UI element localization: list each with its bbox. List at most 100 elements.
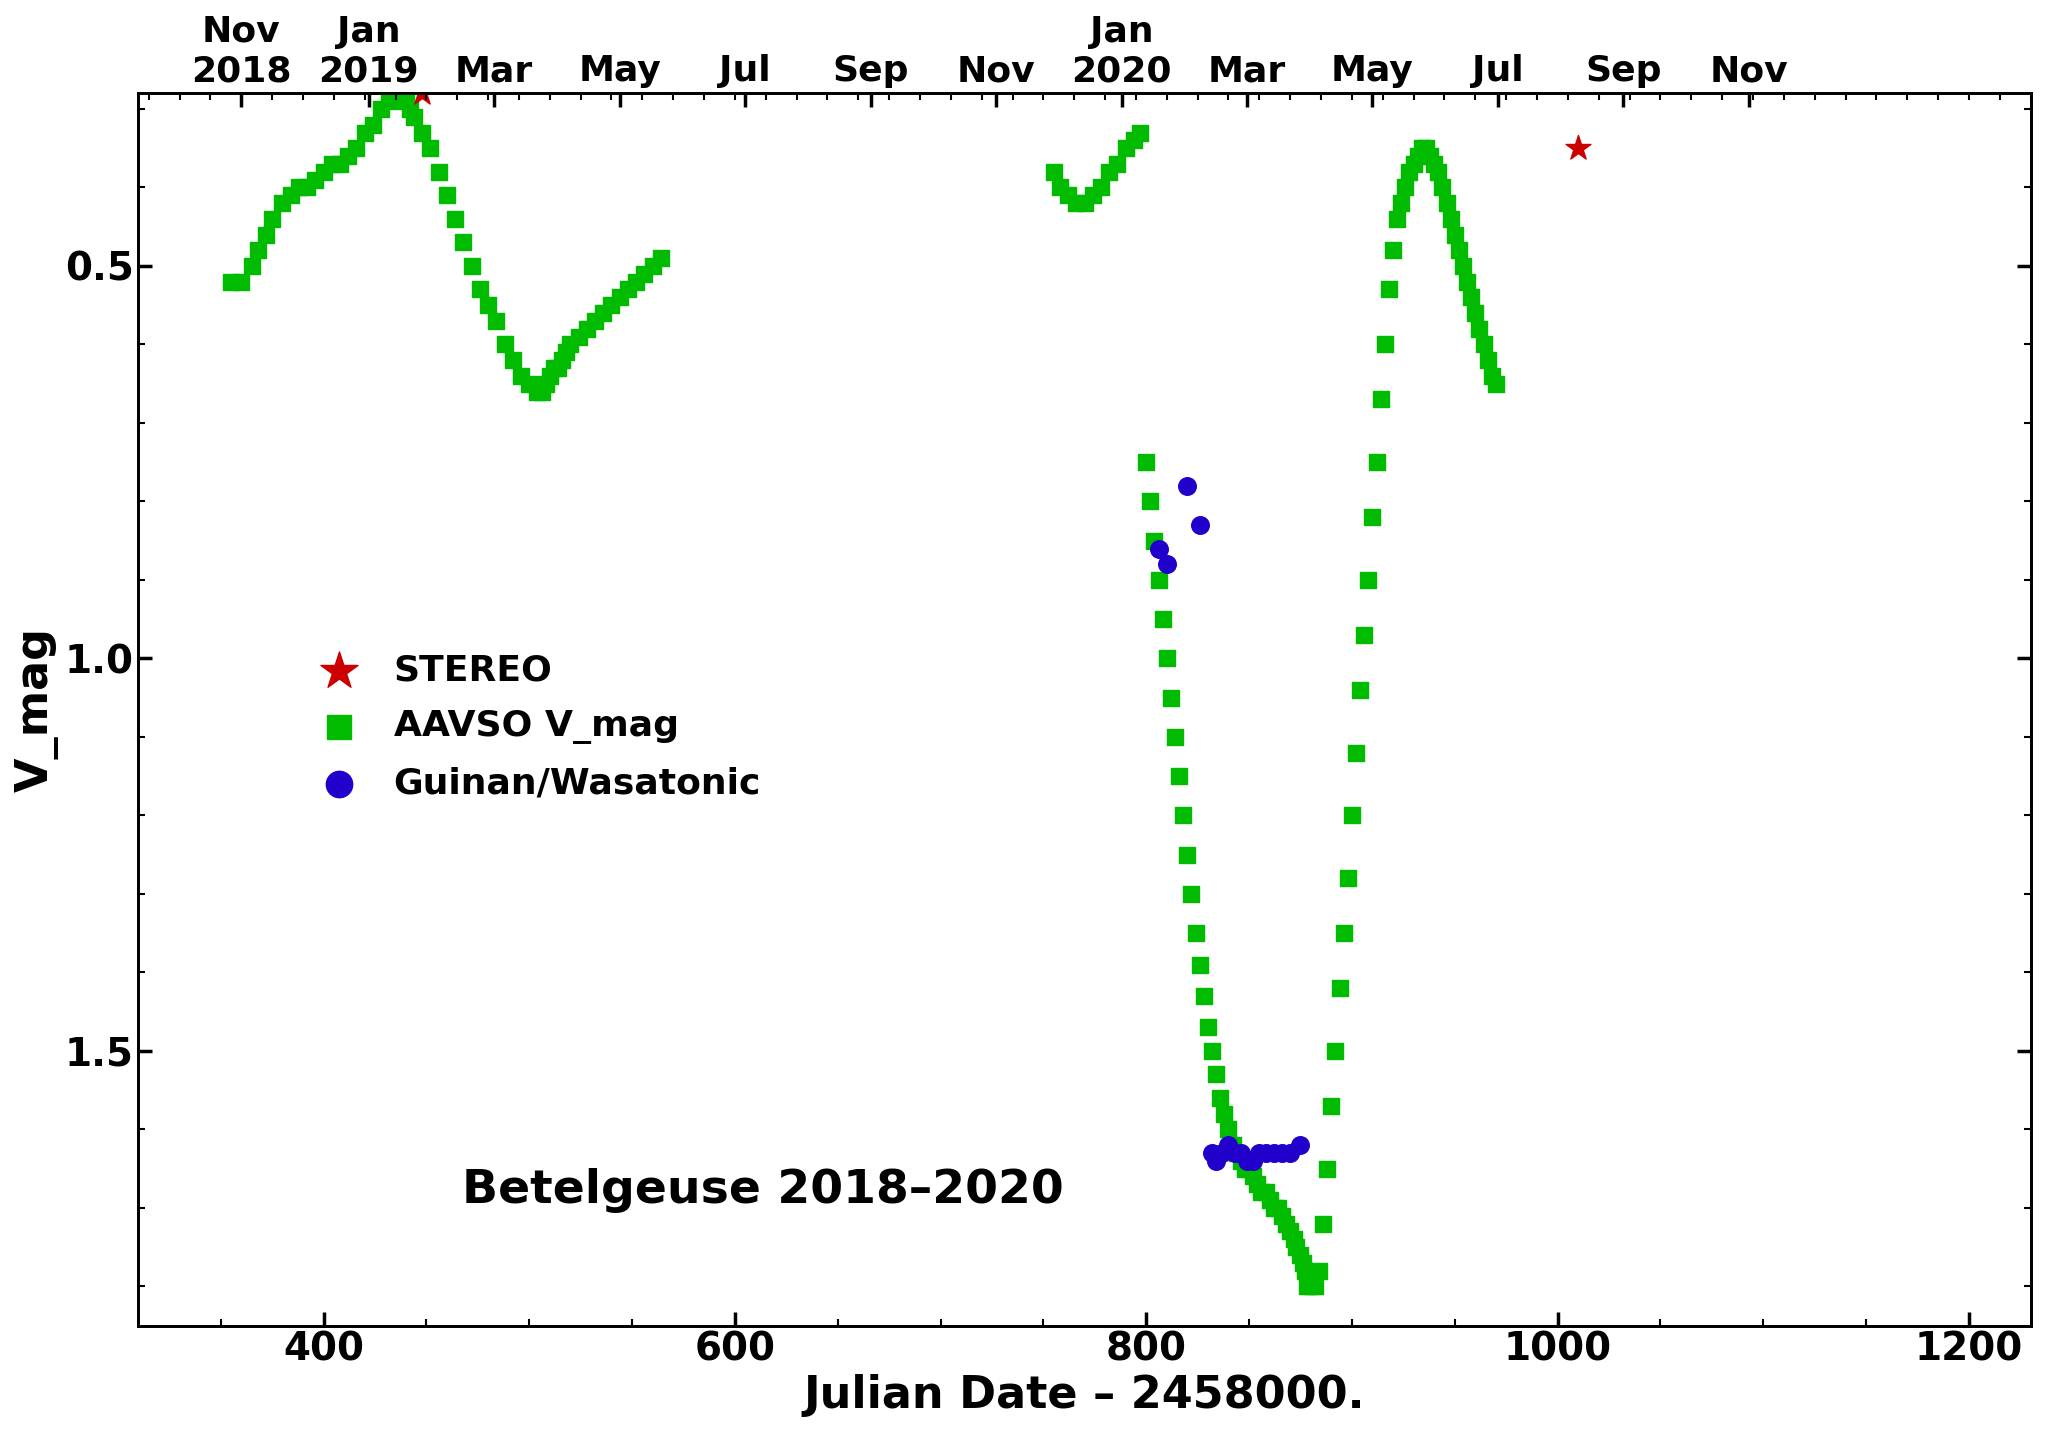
Guinan/Wasatonic [1231,1150,1264,1173]
AAVSO V_mag [596,294,629,316]
AAVSO V_mag [332,145,365,168]
AAVSO V_mag [1475,364,1507,387]
AAVSO V_mag [563,325,596,348]
AAVSO V_mag [1036,160,1069,183]
AAVSO V_mag [1458,302,1491,325]
Y-axis label: V_mag: V_mag [14,627,59,792]
AAVSO V_mag [1352,569,1384,591]
AAVSO V_mag [1298,1274,1331,1297]
AAVSO V_mag [612,278,645,301]
Guinan/Wasatonic [1206,1141,1239,1164]
AAVSO V_mag [1288,1259,1321,1282]
AAVSO V_mag [1446,255,1479,278]
AAVSO V_mag [479,309,512,332]
Guinan/Wasatonic [1196,1141,1229,1164]
AAVSO V_mag [1397,152,1430,175]
AAVSO V_mag [1348,623,1380,646]
AAVSO V_mag [1233,1157,1266,1180]
AAVSO V_mag [1217,1134,1249,1157]
AAVSO V_mag [1180,922,1212,945]
AAVSO V_mag [1274,1220,1307,1243]
STEREO [406,82,438,105]
AAVSO V_mag [283,176,315,199]
AAVSO V_mag [373,90,406,113]
AAVSO V_mag [1102,152,1135,175]
AAVSO V_mag [1208,1103,1241,1126]
AAVSO V_mag [553,334,586,357]
AAVSO V_mag [1171,843,1204,866]
Guinan/Wasatonic [1200,1150,1233,1173]
AAVSO V_mag [1237,1166,1270,1189]
Text: Betelgeuse 2018–2020: Betelgeuse 2018–2020 [463,1167,1063,1213]
STEREO [1587,43,1620,66]
AAVSO V_mag [1311,1157,1343,1180]
AAVSO V_mag [438,208,471,231]
AAVSO V_mag [1376,239,1409,262]
AAVSO V_mag [1323,977,1356,1000]
AAVSO V_mag [1225,1150,1257,1173]
AAVSO V_mag [1118,129,1151,152]
AAVSO V_mag [324,152,356,175]
AAVSO V_mag [365,97,397,120]
AAVSO V_mag [1143,569,1176,591]
AAVSO V_mag [1434,208,1466,231]
AAVSO V_mag [1307,1211,1339,1234]
AAVSO V_mag [1466,334,1499,357]
AAVSO V_mag [1245,1181,1278,1204]
AAVSO V_mag [422,160,455,183]
AAVSO V_mag [307,160,340,183]
AAVSO V_mag [1384,192,1417,215]
AAVSO V_mag [528,372,561,395]
AAVSO V_mag [1155,686,1188,709]
AAVSO V_mag [545,348,578,371]
AAVSO V_mag [1417,152,1450,175]
Guinan/Wasatonic [1249,1141,1282,1164]
Guinan/Wasatonic [1284,1134,1317,1157]
AAVSO V_mag [541,357,573,379]
AAVSO V_mag [1294,1274,1327,1297]
AAVSO V_mag [1151,647,1184,670]
AAVSO V_mag [1319,1040,1352,1063]
AAVSO V_mag [1192,1015,1225,1038]
AAVSO V_mag [532,364,565,387]
AAVSO V_mag [274,183,307,206]
AAVSO V_mag [315,152,348,175]
AAVSO V_mag [1253,1189,1286,1211]
AAVSO V_mag [1196,1040,1229,1063]
AAVSO V_mag [637,255,670,278]
AAVSO V_mag [1200,1063,1233,1085]
AAVSO V_mag [1262,1196,1294,1219]
AAVSO V_mag [1470,348,1503,371]
Guinan/Wasatonic [1171,474,1204,497]
AAVSO V_mag [215,271,248,294]
AAVSO V_mag [385,82,418,105]
AAVSO V_mag [1339,742,1372,765]
X-axis label: Julian Date – 2458000.: Julian Date – 2458000. [803,1373,1366,1418]
Guinan/Wasatonic [1151,553,1184,576]
AAVSO V_mag [446,231,479,253]
Guinan/Wasatonic [1143,537,1176,560]
AAVSO V_mag [1204,1087,1237,1110]
Guinan/Wasatonic [1266,1141,1298,1164]
AAVSO V_mag [1425,176,1458,199]
AAVSO V_mag [1053,183,1085,206]
AAVSO V_mag [537,357,569,379]
AAVSO V_mag [471,294,504,316]
AAVSO V_mag [1290,1274,1323,1297]
AAVSO V_mag [1405,136,1438,159]
AAVSO V_mag [1212,1118,1245,1141]
AAVSO V_mag [1241,1173,1274,1196]
AAVSO V_mag [1315,1094,1348,1117]
AAVSO V_mag [1479,372,1511,395]
AAVSO V_mag [588,302,621,325]
AAVSO V_mag [389,90,422,113]
AAVSO V_mag [236,255,268,278]
AAVSO V_mag [225,271,258,294]
AAVSO V_mag [1284,1243,1317,1266]
AAVSO V_mag [1462,318,1495,341]
Legend: STEREO, AAVSO V_mag, Guinan/Wasatonic: STEREO, AAVSO V_mag, Guinan/Wasatonic [289,639,776,815]
AAVSO V_mag [1438,223,1470,246]
AAVSO V_mag [455,255,487,278]
AAVSO V_mag [604,286,637,309]
AAVSO V_mag [621,271,653,294]
